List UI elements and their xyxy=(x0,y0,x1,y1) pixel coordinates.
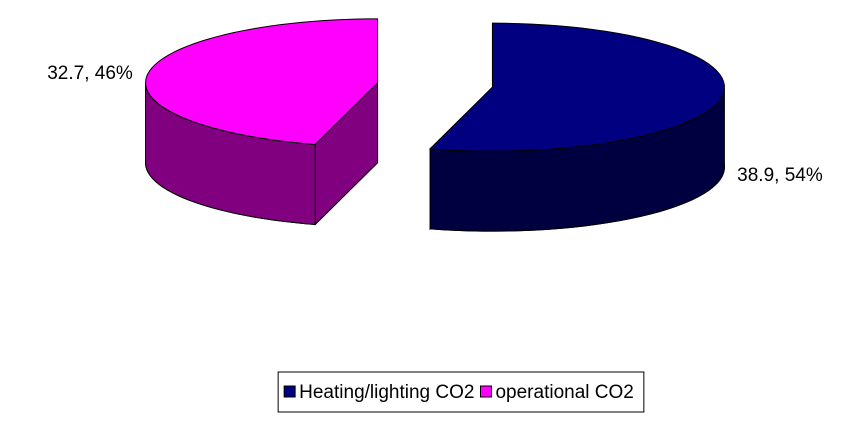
legend: Heating/lighting CO2 operational CO2 xyxy=(277,371,645,413)
slice-top xyxy=(428,22,725,152)
legend-swatch xyxy=(479,385,492,398)
slice xyxy=(145,18,379,226)
slice-top xyxy=(145,18,379,145)
data-label: 38.9, 54% xyxy=(737,165,823,186)
legend-label: operational CO2 xyxy=(495,382,633,403)
slice xyxy=(428,22,725,232)
legend-label: Heating/lighting CO2 xyxy=(299,382,474,403)
data-label: 32.7, 46% xyxy=(47,63,133,84)
legend-swatch xyxy=(283,385,296,398)
legend-box xyxy=(277,371,645,413)
